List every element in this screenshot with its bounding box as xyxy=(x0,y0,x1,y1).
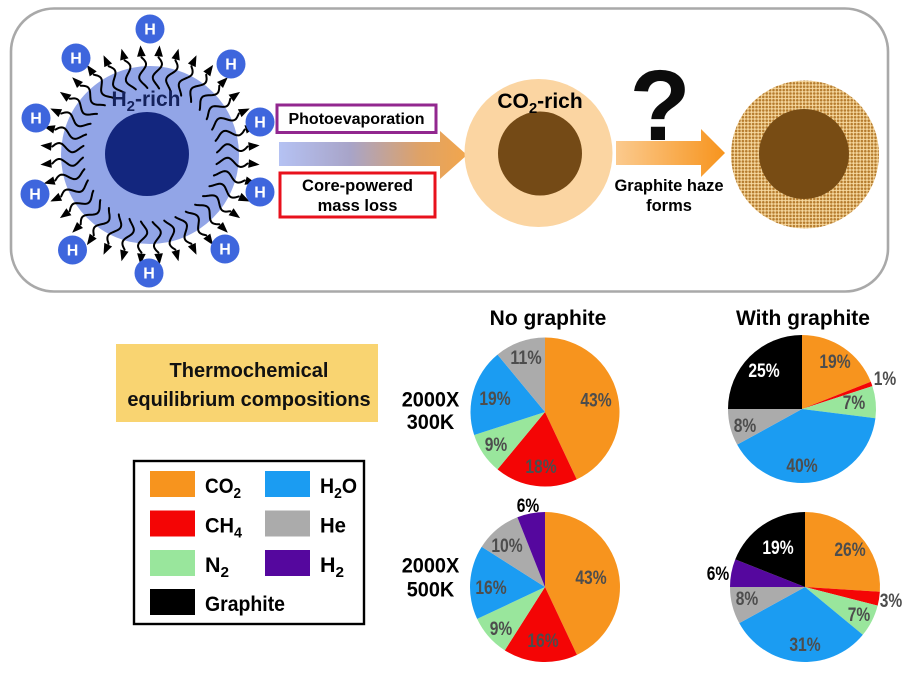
svg-text:7%: 7% xyxy=(848,605,871,626)
svg-text:1%: 1% xyxy=(874,369,897,390)
svg-text:H: H xyxy=(254,185,266,202)
svg-text:H: H xyxy=(144,22,156,39)
svg-text:9%: 9% xyxy=(485,435,508,456)
svg-text:10%: 10% xyxy=(491,536,522,557)
svg-text:Graphite: Graphite xyxy=(205,593,285,616)
svg-text:40%: 40% xyxy=(786,456,817,477)
svg-text:H: H xyxy=(67,243,79,260)
svg-text:500K: 500K xyxy=(407,579,455,602)
svg-text:Core-powered: Core-powered xyxy=(302,177,413,195)
svg-text:mass loss: mass loss xyxy=(318,197,398,215)
svg-text:forms: forms xyxy=(646,197,692,215)
svg-text:8%: 8% xyxy=(736,589,759,610)
svg-text:19%: 19% xyxy=(819,352,850,373)
svg-text:6%: 6% xyxy=(707,564,730,585)
svg-text:2000X: 2000X xyxy=(402,555,460,578)
svg-text:9%: 9% xyxy=(490,619,513,640)
svg-text:6%: 6% xyxy=(517,496,540,517)
svg-text:CO2: CO2 xyxy=(205,475,241,502)
svg-text:H: H xyxy=(30,111,42,128)
svg-text:19%: 19% xyxy=(479,389,510,410)
svg-text:2000X: 2000X xyxy=(402,389,460,412)
svg-text:16%: 16% xyxy=(527,631,558,652)
svg-text:H2-rich: H2-rich xyxy=(111,88,180,115)
svg-text:18%: 18% xyxy=(525,457,556,478)
svg-text:Photoevaporation: Photoevaporation xyxy=(288,111,424,128)
svg-text:H: H xyxy=(143,266,155,283)
svg-text:25%: 25% xyxy=(748,361,779,382)
svg-text:With graphite: With graphite xyxy=(736,307,870,330)
svg-text:16%: 16% xyxy=(475,578,506,599)
svg-text:43%: 43% xyxy=(580,391,611,412)
svg-text:26%: 26% xyxy=(834,540,865,561)
svg-text:H: H xyxy=(225,57,237,74)
svg-text:He: He xyxy=(320,515,346,538)
svg-text:equilibrium compositions: equilibrium compositions xyxy=(127,389,370,411)
svg-text:H: H xyxy=(29,187,41,204)
svg-text:11%: 11% xyxy=(510,348,541,369)
svg-text:19%: 19% xyxy=(762,538,793,559)
svg-text:H: H xyxy=(219,242,231,259)
svg-text:7%: 7% xyxy=(843,393,866,414)
svg-text:8%: 8% xyxy=(734,416,757,437)
svg-text:H: H xyxy=(70,51,82,68)
svg-text:3%: 3% xyxy=(880,591,903,612)
svg-text:300K: 300K xyxy=(407,411,455,434)
svg-text:31%: 31% xyxy=(789,635,820,656)
svg-text:CO2-rich: CO2-rich xyxy=(497,90,582,117)
svg-text:H: H xyxy=(254,115,266,132)
svg-text:Thermochemical: Thermochemical xyxy=(170,360,329,382)
svg-text:Graphite haze: Graphite haze xyxy=(614,177,723,195)
svg-text:43%: 43% xyxy=(575,568,606,589)
svg-text:No graphite: No graphite xyxy=(490,307,607,330)
